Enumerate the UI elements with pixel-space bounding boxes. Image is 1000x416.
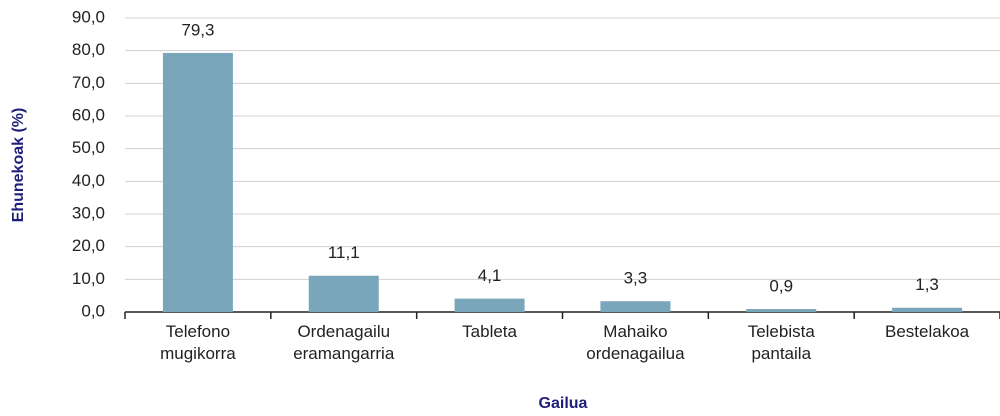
y-axis-title: Ehunekoak (%) xyxy=(10,108,27,223)
y-tick-label: 70,0 xyxy=(72,73,105,92)
bar xyxy=(162,52,233,312)
bar xyxy=(746,309,817,312)
y-tick-label: 50,0 xyxy=(72,138,105,157)
bar xyxy=(600,301,671,312)
y-tick-label: 60,0 xyxy=(72,105,105,124)
x-tick-label: Telefono mugikorra xyxy=(160,322,236,363)
x-axis-title: Gailua xyxy=(539,395,588,412)
y-tick-label: 80,0 xyxy=(72,40,105,59)
y-tick-label: 20,0 xyxy=(72,236,105,255)
x-tick-label: Bestelakoa xyxy=(885,322,970,341)
bar xyxy=(892,307,963,312)
x-tick-label: Ordenagailu eramangarria xyxy=(293,322,395,363)
x-tick-label: Telebista pantaila xyxy=(748,322,816,363)
y-tick-label: 30,0 xyxy=(72,203,105,222)
y-tick-label: 90,0 xyxy=(72,7,105,26)
bar xyxy=(454,298,525,312)
bar xyxy=(308,275,379,312)
value-label: 3,3 xyxy=(624,269,648,288)
value-label: 11,1 xyxy=(328,243,360,262)
value-label: 79,3 xyxy=(181,20,214,39)
value-label: 4,1 xyxy=(478,266,502,285)
x-tick-label: Tableta xyxy=(462,322,517,341)
y-tick-label: 40,0 xyxy=(72,171,105,190)
value-label: 1,3 xyxy=(915,275,939,294)
value-label: 0,9 xyxy=(769,277,793,296)
y-tick-label: 0,0 xyxy=(81,301,105,320)
y-tick-label: 10,0 xyxy=(72,269,105,288)
x-tick-label: Mahaiko ordenagailua xyxy=(586,322,685,363)
